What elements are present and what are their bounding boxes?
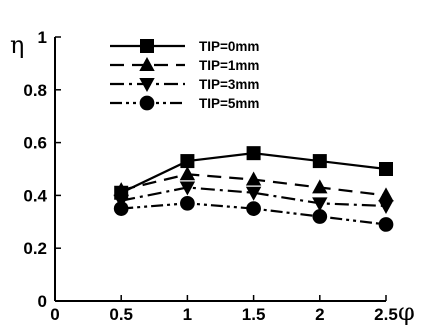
legend-marker bbox=[139, 78, 155, 93]
legend: TIP=0mm TIP=1mm TIP=3mm TIP=5mm bbox=[110, 39, 259, 111]
data-point bbox=[378, 200, 394, 215]
data-point bbox=[113, 201, 129, 216]
data-point bbox=[379, 162, 393, 176]
y-tick-label: 0.2 bbox=[23, 239, 47, 258]
legend-marker bbox=[139, 56, 155, 71]
x-tick-label: 0 bbox=[50, 305, 59, 324]
series-line bbox=[120, 186, 387, 208]
y-tick-label: 1 bbox=[38, 28, 47, 47]
x-tick-label: 1 bbox=[183, 305, 192, 324]
legend-marker bbox=[140, 39, 154, 53]
data-point bbox=[245, 171, 262, 186]
data-point bbox=[179, 166, 196, 181]
legend-marker bbox=[139, 95, 155, 111]
series-3 bbox=[113, 181, 394, 215]
series-4 bbox=[113, 195, 394, 232]
series-2 bbox=[113, 166, 394, 202]
data-point bbox=[378, 217, 394, 232]
y-tick-label: 0.8 bbox=[23, 81, 47, 100]
x-tick-label: 2 bbox=[315, 305, 324, 324]
legend-label: TIP=3mm bbox=[199, 77, 259, 92]
y-tick-label: 0.4 bbox=[23, 186, 47, 205]
data-point bbox=[378, 187, 394, 202]
legend-label: TIP=5mm bbox=[199, 96, 259, 111]
data-point bbox=[245, 186, 262, 201]
x-tick-label: 1.5 bbox=[242, 305, 266, 324]
data-point bbox=[180, 195, 195, 211]
x-tick-label: 0.5 bbox=[109, 305, 133, 324]
data-point bbox=[246, 146, 261, 161]
data-point bbox=[113, 182, 129, 197]
series-line bbox=[121, 202, 387, 226]
data-point bbox=[179, 181, 196, 196]
y-tick-label: 0.6 bbox=[23, 134, 47, 153]
y-axis-title: η bbox=[10, 31, 24, 59]
data-point bbox=[312, 154, 327, 169]
x-axis-title: φ bbox=[398, 298, 415, 326]
x-tick-label: 2.5 bbox=[374, 305, 398, 324]
data-point bbox=[180, 154, 195, 169]
y-tick-label: 0 bbox=[38, 292, 47, 311]
legend-label: TIP=0mm bbox=[199, 39, 259, 54]
legend-label: TIP=1mm bbox=[199, 58, 259, 73]
data-point bbox=[312, 209, 328, 224]
data-point bbox=[312, 197, 328, 212]
data-point bbox=[312, 179, 328, 194]
data-point bbox=[246, 201, 261, 216]
